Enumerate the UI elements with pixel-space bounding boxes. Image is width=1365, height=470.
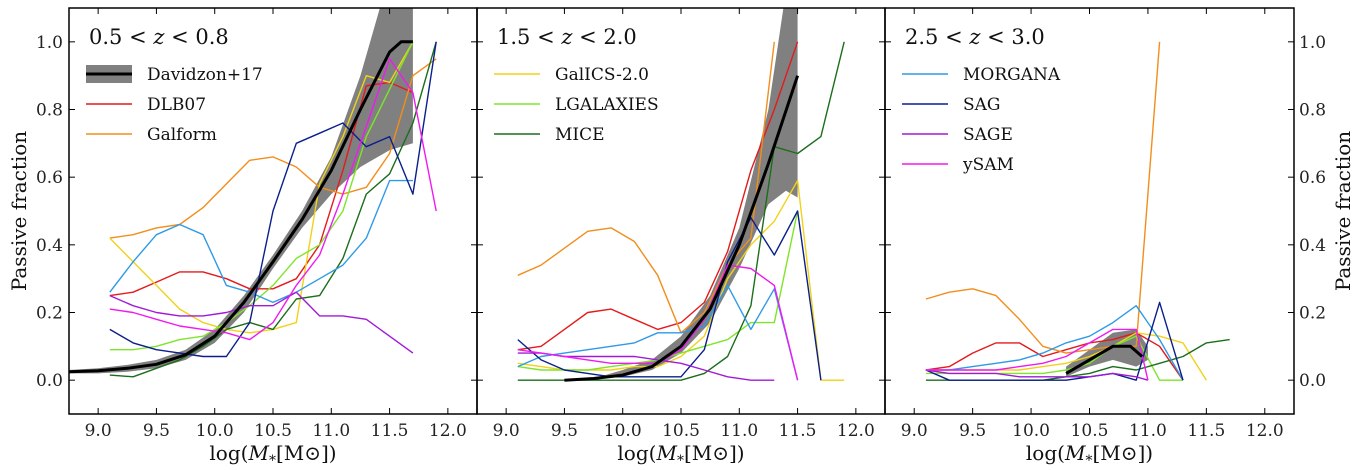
legend-item-sag: SAG [902, 95, 1001, 115]
series-line-morgana [517, 284, 799, 381]
series-line-morgana [925, 305, 1184, 381]
y-tick-label-right: 0.4 [1299, 236, 1326, 256]
y-axis-label-left: Passive fraction [7, 131, 31, 291]
legend-item-lgalaxies: LGALAXIES [494, 95, 659, 115]
x-tick-label: 12.0 [1246, 421, 1284, 441]
y-tick-label: 0.8 [36, 101, 63, 121]
series-line-davidzon-17 [69, 40, 413, 374]
legend-item-sage: SAGE [902, 125, 1013, 145]
x-tick-label: 10.5 [662, 421, 700, 441]
davidzon-uncertainty-band [1066, 329, 1148, 377]
x-tick-label: 10.5 [254, 421, 292, 441]
x-tick-label: 9.5 [959, 421, 986, 441]
x-tick-label: 11.5 [779, 421, 817, 441]
legend-label: ySAM [962, 155, 1014, 175]
x-tick-label: 9.0 [85, 421, 112, 441]
series-line-dlb07 [925, 332, 1184, 381]
y-tick-label-right: 0.2 [1299, 304, 1326, 324]
legend-item-mice: MICE [494, 125, 605, 145]
x-tick-label: 11.5 [1187, 421, 1225, 441]
series-line-davidzon-17 [564, 75, 800, 382]
x-axis-label: log(M*[M⊙]) [617, 441, 744, 469]
panel-title: 2.5 < z < 3.0 [905, 25, 1045, 49]
panel-2: 9.0 9.5 10.0 10.5 11.0 11.5 12.0 log(M*[M⊙]) 1.5… [476, 7, 886, 469]
plot-area [517, 8, 845, 382]
y-tick-label: 0.4 [36, 236, 63, 256]
x-tick-label: 10.0 [1012, 421, 1050, 441]
y-tick-label-right: 0.6 [1299, 168, 1326, 188]
plot-area [925, 41, 1230, 381]
x-tick-label: 9.0 [901, 421, 928, 441]
legend-label: GalICS-2.0 [555, 65, 649, 85]
davidzon-uncertainty-band [564, 8, 798, 381]
legend-item-davidzon-17: Davidzon+17 [86, 65, 263, 85]
legend-label: SAG [963, 95, 1001, 115]
x-tick-label: 11.5 [371, 421, 409, 441]
series-line-davidzon-17 [1065, 344, 1144, 375]
y-tick-label-right: 0.8 [1299, 101, 1326, 121]
plot-area [69, 8, 437, 378]
series-line-lgalaxies [517, 210, 799, 371]
x-axis-label: log(M*[M⊙]) [209, 441, 336, 469]
panel-title: 0.5 < z < 0.8 [89, 25, 229, 49]
y-tick-label-right: 1.0 [1299, 33, 1326, 53]
series-line-sag [517, 210, 822, 381]
series-line-mice [109, 41, 437, 378]
series-line-galform [517, 41, 775, 334]
panel-3: 9.0 9.5 10.0 10.5 11.0 11.5 12.0 0.0 0.2 0.4 0.6 0.… [884, 7, 1326, 469]
legend-item-galform: Galform [86, 125, 217, 145]
series-line-dlb07 [517, 41, 799, 351]
legend-label: LGALAXIES [555, 95, 659, 115]
legend-item-ysam: ySAM [902, 155, 1014, 175]
legend-item-dlb07: DLB07 [86, 95, 206, 115]
x-tick-label: 9.5 [143, 421, 170, 441]
y-axis-label-right: Passive fraction [1331, 131, 1355, 291]
legend-label: Galform [147, 125, 217, 145]
series-line-galform [109, 58, 437, 239]
x-tick-label: 10.0 [604, 421, 642, 441]
series-line-ysam [109, 58, 437, 341]
panel-1: 9.0 9.5 10.0 10.5 11.0 11.5 12.0 0.0 0.2 0.4 0.6 0.… [36, 7, 478, 469]
x-axis-label: log(M*[M⊙]) [1026, 441, 1153, 469]
y-tick-label: 0.6 [36, 168, 63, 188]
legend-label: DLB07 [147, 95, 206, 115]
series-line-morgana [109, 179, 413, 304]
x-tick-label: 10.0 [196, 421, 234, 441]
series-line-sage [109, 291, 414, 354]
series-line-sag [109, 41, 437, 358]
x-tick-label: 12.0 [837, 421, 875, 441]
legend-label: Davidzon+17 [147, 65, 263, 85]
davidzon-uncertainty-band [69, 8, 413, 374]
series-line-galform [925, 41, 1161, 354]
series-line-lgalaxies [109, 41, 414, 351]
x-tick-label: 11.0 [312, 421, 350, 441]
legend-item-galics-2-0: GalICS-2.0 [494, 65, 649, 85]
x-tick-label: 10.5 [1071, 421, 1109, 441]
series-line-sage [925, 369, 1149, 381]
legend-item-morgana: MORGANA [902, 65, 1061, 85]
series-line-dlb07 [109, 81, 414, 297]
y-tick-label: 1.0 [36, 33, 63, 53]
x-tick-label: 12.0 [429, 421, 467, 441]
panel-title: 1.5 < z < 2.0 [497, 25, 637, 49]
series-line-ysam [925, 328, 1149, 381]
y-tick-label-right: 0.0 [1299, 371, 1326, 391]
x-tick-label: 9.0 [493, 421, 520, 441]
legend-label: SAGE [963, 125, 1013, 145]
y-tick-label: 0.2 [36, 304, 63, 324]
x-tick-label: 11.0 [1129, 421, 1167, 441]
legend-label: MORGANA [963, 65, 1061, 85]
x-tick-label: 11.0 [720, 421, 758, 441]
series-line-sag [925, 301, 1184, 381]
y-tick-label: 0.0 [36, 371, 63, 391]
legend-label: MICE [555, 125, 605, 145]
x-tick-label: 9.5 [551, 421, 578, 441]
